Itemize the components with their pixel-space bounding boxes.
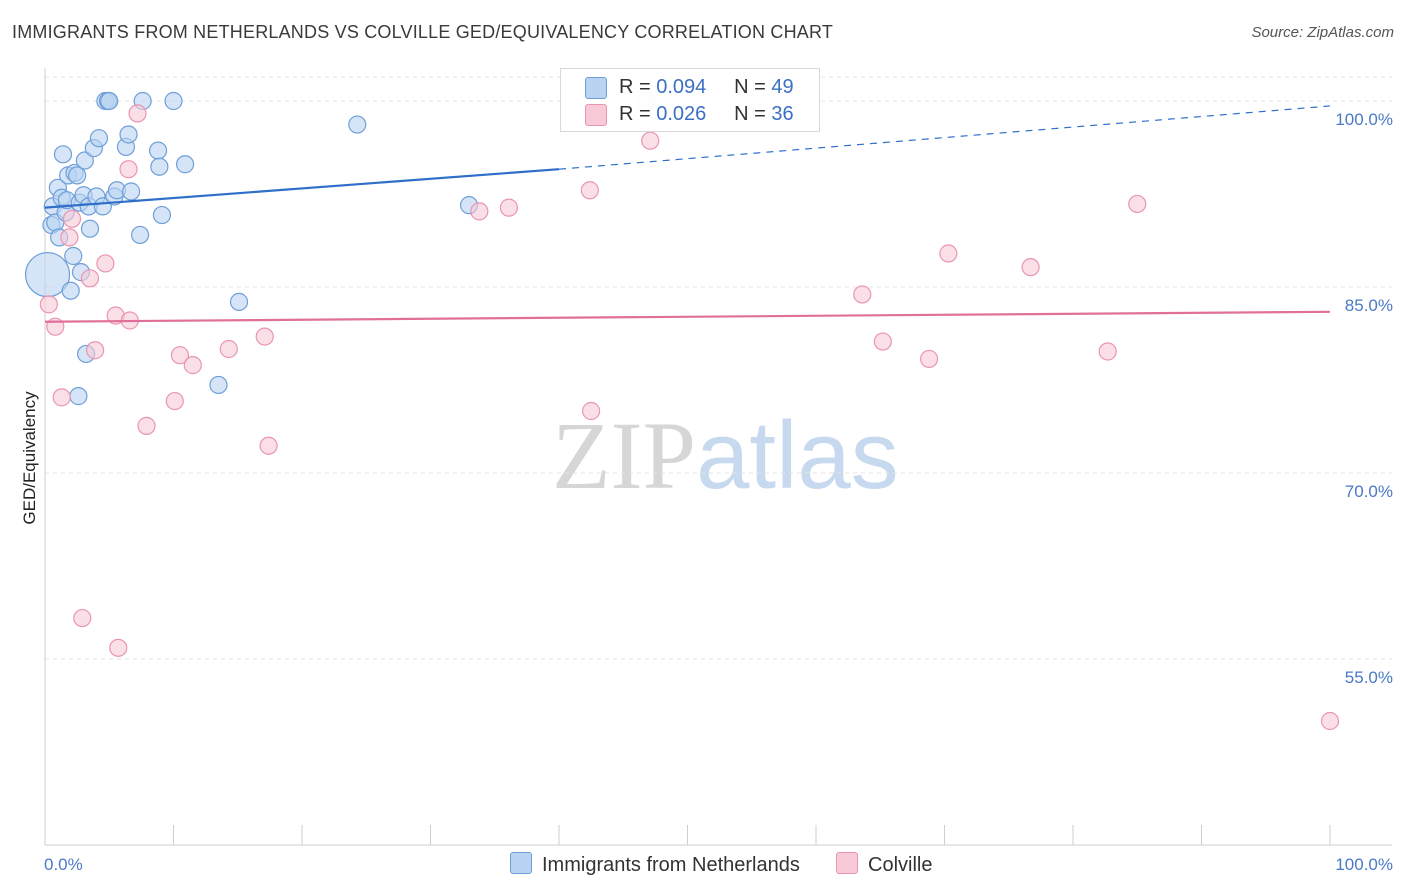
netherlands-point xyxy=(100,91,119,111)
y-axis-label: GED/Equivalency xyxy=(20,391,39,525)
netherlands-point xyxy=(53,145,73,164)
colville-point xyxy=(80,269,100,288)
colville-point xyxy=(96,254,115,273)
colville-point xyxy=(219,339,238,359)
colville-point xyxy=(1021,258,1040,277)
legend-r-label: R = xyxy=(619,76,651,98)
colville-point xyxy=(165,391,184,411)
colville-point xyxy=(86,341,105,360)
netherlands-point xyxy=(148,141,168,160)
colville-point xyxy=(255,327,274,346)
y-tick-label: 55.0% xyxy=(1345,668,1393,687)
colville-point xyxy=(499,198,518,217)
netherlands-point xyxy=(175,155,195,174)
watermark-atlas: atlas xyxy=(696,402,899,509)
netherlands-point xyxy=(152,205,172,225)
tick-labels: 55.0% 70.0% 85.0% 100.0% 0.0% 100.0% GED/Equiv… xyxy=(20,110,1393,874)
netherlands-point xyxy=(64,246,83,266)
axes xyxy=(44,68,1392,846)
source-credit: Source: ZipAtlas.com xyxy=(1251,24,1394,41)
colville-point xyxy=(1128,194,1147,214)
legend-n-label: N = xyxy=(734,76,766,98)
colville-point xyxy=(853,285,872,304)
colville-point xyxy=(137,416,156,435)
y-tick-label: 70.0% xyxy=(1345,482,1393,501)
colville-point xyxy=(52,388,71,407)
bottom-legend-swatch-blue xyxy=(510,852,532,874)
y-tick-label: 85.0% xyxy=(1345,296,1393,315)
netherlands-point xyxy=(61,281,80,300)
legend-r-value-colville: 0.026 xyxy=(656,103,707,125)
netherlands-point xyxy=(164,91,183,111)
netherlands-point xyxy=(89,129,109,148)
netherlands-point xyxy=(121,182,141,201)
colville-point xyxy=(183,356,202,375)
bottom-legend-netherlands: Immigrants from Netherlands xyxy=(510,852,800,877)
series-colville-points xyxy=(39,91,1340,731)
legend-swatch-blue xyxy=(585,77,607,99)
netherlands-point xyxy=(68,166,87,185)
watermark: ZIPatlas xyxy=(552,400,899,511)
legend-n-value-colville: 36 xyxy=(771,103,794,125)
colville-point xyxy=(873,332,892,351)
y-tick-label: 100.0% xyxy=(1335,110,1393,129)
colville-point xyxy=(62,209,82,228)
colville-point xyxy=(919,349,939,369)
netherlands-point xyxy=(130,225,150,245)
colville-point xyxy=(119,160,138,179)
legend-box: R = 0.094 N = 49 R = 0.026 N = 36 xyxy=(560,68,820,132)
colville-point xyxy=(259,436,278,455)
colville-point xyxy=(582,401,601,421)
bottom-legend-swatch-pink xyxy=(836,852,858,874)
netherlands-point xyxy=(229,292,249,311)
legend-r-label: R = xyxy=(619,103,651,125)
netherlands-point xyxy=(150,157,169,176)
colville-point xyxy=(73,608,92,628)
legend-swatch-pink xyxy=(585,104,607,126)
netherlands-point xyxy=(69,387,88,406)
legend-n-value-netherlands: 49 xyxy=(771,76,794,98)
netherlands-point xyxy=(119,125,138,144)
grid-lines xyxy=(45,76,1392,660)
chart-title: IMMIGRANTS FROM NETHERLANDS VS COLVILLE … xyxy=(12,22,834,42)
colville-point xyxy=(60,228,79,247)
series-netherlands-points xyxy=(24,91,479,406)
colville-point xyxy=(128,104,147,123)
x-tick-label-min: 0.0% xyxy=(44,855,83,874)
netherlands-point xyxy=(209,375,228,395)
x-tick-label-max: 100.0% xyxy=(1335,855,1393,874)
trend-lines xyxy=(44,105,1331,323)
netherlands-point xyxy=(75,151,94,170)
netherlands-point xyxy=(348,115,367,134)
colville-point xyxy=(1098,342,1117,361)
colville-point xyxy=(641,131,660,150)
colville-point xyxy=(170,346,190,365)
netherlands-trend-line xyxy=(44,168,560,209)
colville-point xyxy=(109,638,128,657)
colville-point xyxy=(580,181,599,200)
colville-point xyxy=(470,202,489,221)
watermark-zip: ZIP xyxy=(552,402,696,509)
colville-point xyxy=(939,244,958,263)
bottom-legend-label-colville: Colville xyxy=(868,854,933,876)
bottom-legend-label-netherlands: Immigrants from Netherlands xyxy=(542,854,800,876)
netherlands-point xyxy=(80,219,100,238)
colville-point xyxy=(1320,711,1340,731)
colville-point xyxy=(39,295,58,314)
colville-trend-line xyxy=(44,310,1331,323)
legend-n-label: N = xyxy=(734,103,766,125)
legend-r-value-netherlands: 0.094 xyxy=(656,76,707,98)
bottom-legend-colville: Colville xyxy=(836,852,932,877)
